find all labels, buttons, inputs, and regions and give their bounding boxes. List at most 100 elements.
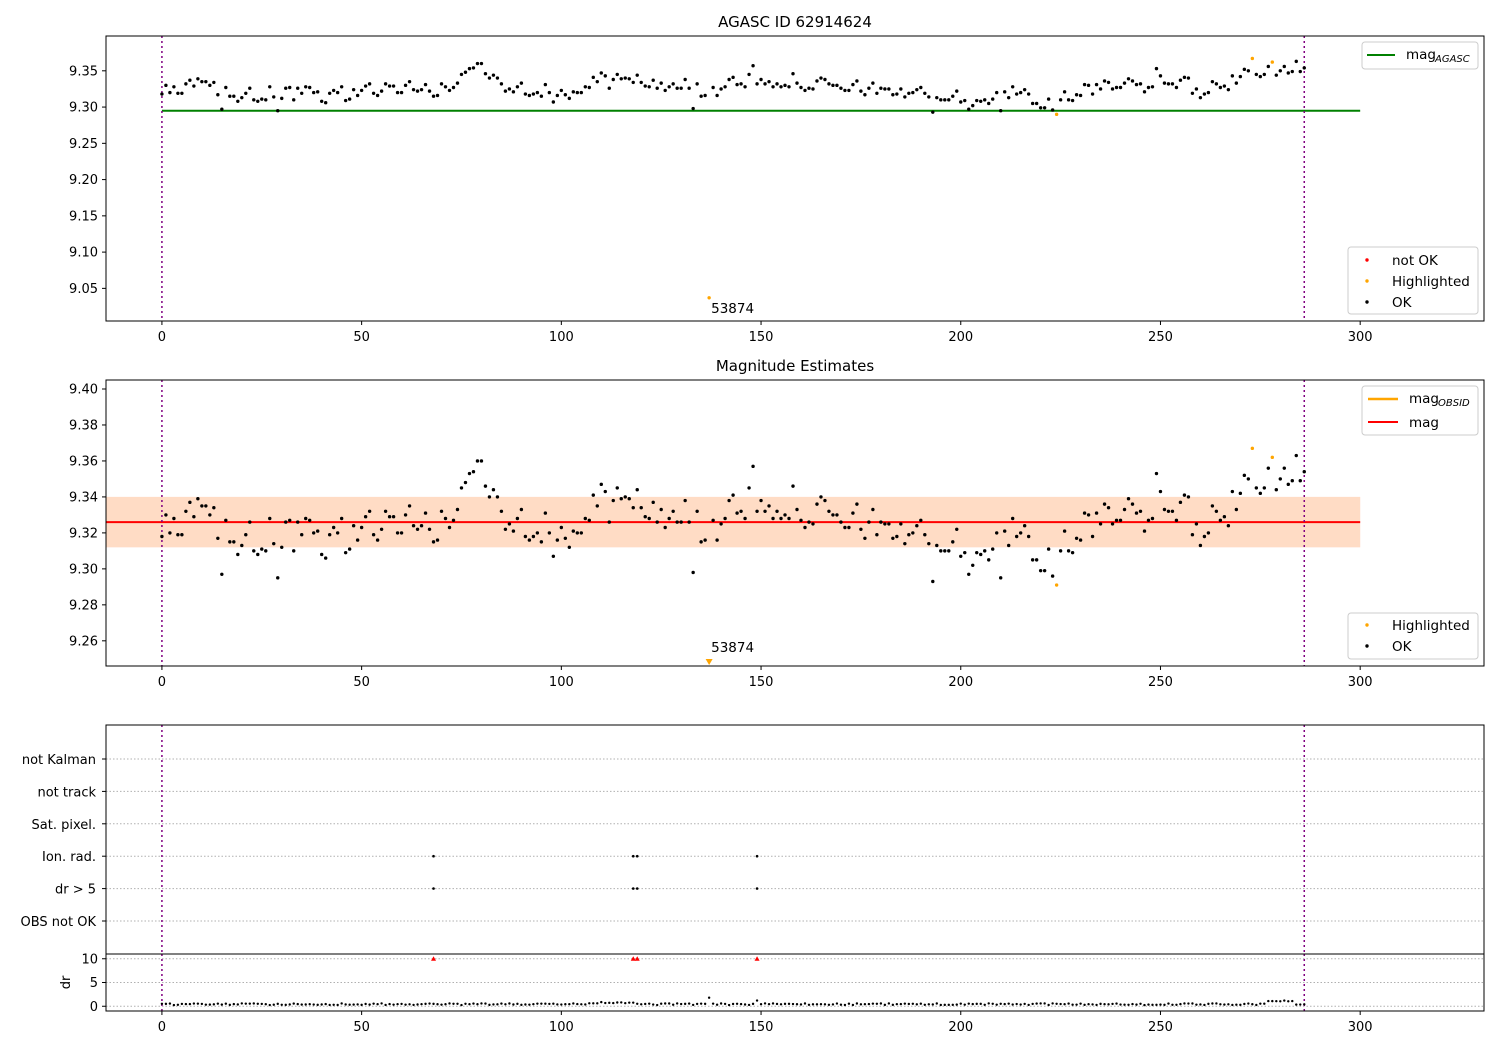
- ok-point: [479, 61, 484, 66]
- ok-point: [284, 520, 288, 524]
- ok-point: [176, 532, 180, 537]
- dr-point: [424, 1002, 427, 1006]
- dr-point: [192, 1002, 196, 1005]
- dr-point: [204, 1003, 208, 1006]
- ok-point: [791, 72, 795, 76]
- ok-point: [655, 86, 659, 90]
- dr-point: [368, 1003, 371, 1006]
- legend-box: [1347, 612, 1479, 660]
- dr-point: [1007, 1002, 1010, 1005]
- dr-point: [1011, 1003, 1014, 1006]
- dr-point: [588, 1002, 591, 1005]
- ok-point: [847, 88, 851, 93]
- dr-point: [1067, 1002, 1070, 1005]
- ok-point: [871, 507, 875, 512]
- ok-point: [351, 523, 356, 528]
- ok-point: [619, 77, 623, 81]
- legend-label: Highlighted: [1392, 274, 1470, 290]
- ok-point: [491, 488, 496, 492]
- ok-point: [1190, 532, 1195, 537]
- ok-point: [563, 536, 568, 540]
- dr-clipped-marker: [754, 956, 760, 961]
- dr-point: [272, 1003, 275, 1006]
- ok-point: [1138, 509, 1143, 514]
- x-tick-label: 250: [1148, 1020, 1173, 1035]
- dr-point: [556, 1003, 559, 1006]
- ok-point: [639, 506, 643, 510]
- ok-point: [983, 549, 987, 553]
- ok-point: [751, 464, 755, 469]
- ok-point: [383, 82, 388, 86]
- ok-point: [951, 540, 955, 544]
- ok-point: [963, 98, 967, 103]
- ok-point: [172, 516, 176, 521]
- dr-clipped-marker: [634, 956, 640, 961]
- dr-point: [308, 1003, 311, 1006]
- dr-point: [1163, 1003, 1166, 1007]
- ok-point: [795, 81, 799, 85]
- dr-point: [1115, 1002, 1118, 1005]
- dr-point: [264, 1003, 267, 1006]
- dr-point: [871, 1002, 875, 1005]
- dr-point: [340, 1002, 343, 1005]
- ok-point: [1022, 87, 1027, 92]
- ok-point: [799, 85, 803, 90]
- ok-point: [863, 536, 867, 540]
- ok-point: [647, 516, 651, 521]
- ok-point: [867, 520, 871, 524]
- dr-point: [1083, 1003, 1086, 1007]
- dr-point: [1303, 1003, 1306, 1006]
- dr-point: [400, 1002, 403, 1006]
- dr-point: [1047, 1003, 1050, 1007]
- ok-point: [523, 92, 528, 96]
- ok-point: [1294, 453, 1298, 458]
- ok-point: [967, 107, 971, 111]
- ok-point: [1082, 82, 1087, 87]
- ok-point: [212, 506, 216, 510]
- dr-point: [1255, 1003, 1258, 1007]
- ok-point: [363, 84, 368, 88]
- ok-point: [339, 85, 344, 89]
- dr-point: [476, 1003, 479, 1006]
- dr-point: [1247, 1002, 1250, 1005]
- ok-point: [667, 85, 671, 89]
- y-tick-label: 0: [90, 1000, 98, 1015]
- ok-point: [236, 99, 240, 103]
- ok-point: [168, 90, 172, 95]
- ok-point: [991, 97, 995, 101]
- ok-point: [1010, 85, 1015, 89]
- ok-point: [1254, 72, 1259, 77]
- ok-point: [1086, 513, 1091, 517]
- ok-point: [1182, 493, 1187, 497]
- dr-axis-label: dr: [59, 975, 74, 989]
- ok-point: [244, 91, 248, 95]
- dr-point: [380, 1002, 383, 1005]
- ok-point: [1254, 486, 1259, 490]
- dr-point: [412, 1003, 415, 1007]
- dr-point: [931, 1003, 934, 1006]
- dr-point: [1039, 1002, 1042, 1005]
- dr-point: [500, 1002, 503, 1005]
- dr-point: [320, 1003, 323, 1006]
- dr-point: [1147, 1003, 1150, 1006]
- legend-lower: Highlighted OK: [1347, 612, 1479, 660]
- dr-point: [1195, 1003, 1198, 1006]
- ok-point: [539, 540, 544, 544]
- ok-point: [160, 534, 164, 539]
- ok-point: [1226, 523, 1231, 528]
- y-tick-label: 9.40: [69, 382, 98, 397]
- ok-point: [311, 531, 316, 535]
- ok-point: [379, 89, 384, 93]
- dr-point: [975, 1002, 978, 1006]
- flag-point: [635, 854, 639, 858]
- dr-point: [951, 1003, 954, 1007]
- highlighted-point: [1054, 112, 1059, 117]
- ok-point: [491, 73, 496, 77]
- ok-point: [911, 90, 915, 95]
- ok-point: [1238, 491, 1243, 496]
- dr-point: [252, 1002, 255, 1005]
- dr-point: [783, 1002, 787, 1006]
- ok-point: [1162, 507, 1167, 512]
- ok-point: [947, 98, 951, 102]
- dr-point: [632, 1001, 635, 1004]
